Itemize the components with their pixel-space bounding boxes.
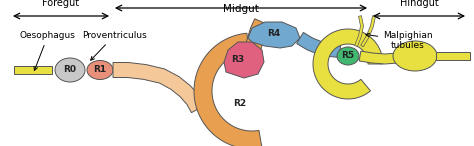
Text: R1: R1 [93, 66, 107, 74]
Text: Hindgut: Hindgut [400, 0, 438, 8]
Polygon shape [361, 16, 375, 47]
Ellipse shape [337, 47, 359, 65]
Polygon shape [355, 16, 364, 47]
Ellipse shape [87, 60, 113, 80]
Text: R4: R4 [267, 29, 281, 39]
Ellipse shape [393, 41, 437, 71]
Text: R2: R2 [233, 100, 246, 108]
Text: R5: R5 [341, 52, 355, 60]
Text: Foregut: Foregut [43, 0, 80, 8]
Polygon shape [248, 22, 300, 48]
Text: Midgut: Midgut [223, 4, 259, 14]
Polygon shape [113, 62, 205, 113]
Polygon shape [359, 51, 398, 64]
Text: R0: R0 [64, 66, 76, 74]
Polygon shape [244, 19, 269, 53]
Polygon shape [297, 32, 341, 58]
Text: Malpighian
tubules: Malpighian tubules [366, 31, 433, 50]
Polygon shape [313, 29, 383, 99]
Polygon shape [14, 66, 52, 74]
Ellipse shape [55, 58, 85, 82]
Text: Oesophagus: Oesophagus [20, 31, 76, 70]
Polygon shape [436, 52, 470, 60]
Text: Proventriculus: Proventriculus [82, 31, 147, 60]
Polygon shape [194, 33, 262, 146]
Text: R3: R3 [231, 55, 245, 65]
Polygon shape [224, 42, 264, 78]
